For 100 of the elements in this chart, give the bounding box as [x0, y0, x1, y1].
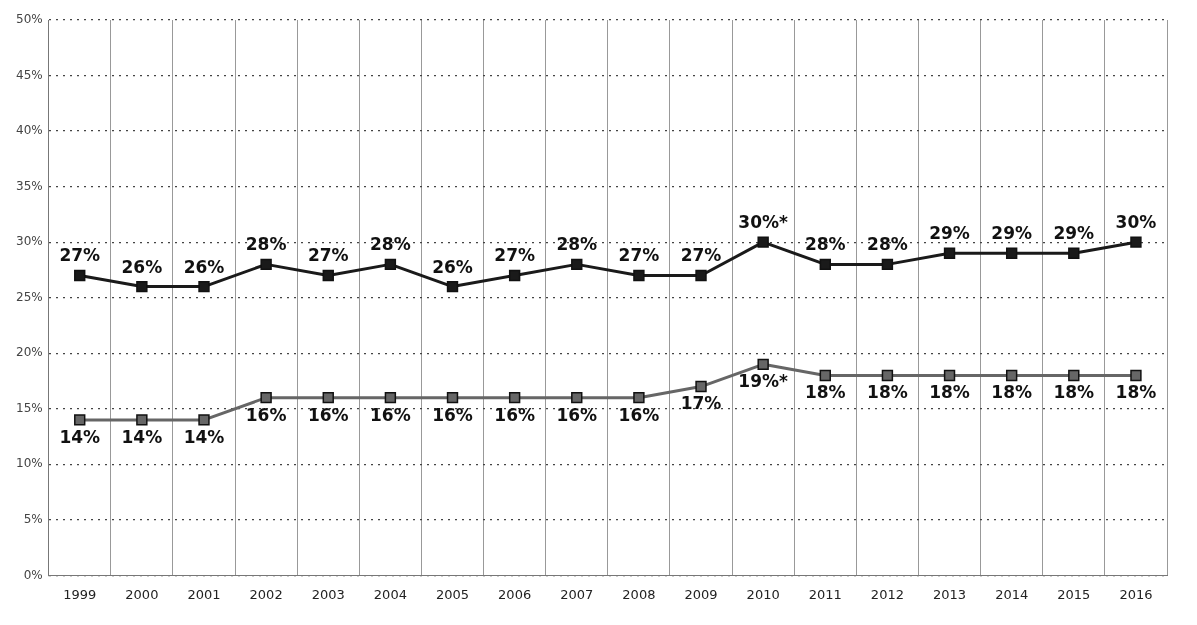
x-tick-label: 2016	[1119, 586, 1153, 602]
data-label: 16%	[556, 404, 598, 425]
point	[1068, 369, 1080, 382]
point	[1130, 369, 1142, 382]
x-tick-label: 2002	[249, 586, 283, 602]
point	[446, 391, 459, 404]
x-tick-label: 2012	[870, 586, 904, 602]
x-tick-label: 2009	[684, 586, 718, 602]
data-label: 18%	[929, 382, 970, 403]
data-label: 28%	[370, 234, 411, 255]
data-label: 14%	[183, 426, 225, 447]
point	[1005, 247, 1018, 259]
point	[198, 280, 210, 293]
point	[571, 258, 583, 271]
point	[881, 369, 894, 382]
x-tick-label: 2007	[560, 586, 594, 602]
data-label: 16%	[370, 404, 411, 425]
y-tick-label: 50%	[16, 12, 43, 27]
y-tick-label: 10%	[16, 456, 43, 471]
x-tick-label: 2010	[746, 586, 780, 602]
point	[322, 269, 334, 282]
point	[1068, 247, 1080, 259]
point	[819, 258, 831, 271]
point	[1130, 236, 1142, 248]
x-tick-label: 2004	[373, 586, 407, 602]
data-label: 16%	[432, 404, 473, 425]
point	[757, 358, 769, 371]
data-label: 18%	[804, 382, 846, 403]
x-tick-label: 1999	[63, 586, 97, 602]
data-label: 18%	[1053, 382, 1095, 403]
point	[881, 258, 894, 271]
point	[446, 280, 459, 293]
y-tick-label: 20%	[16, 345, 43, 360]
y-tick-label: 35%	[16, 178, 43, 193]
x-tick-label: 2008	[622, 586, 656, 602]
x-tick-label: 2005	[435, 586, 470, 602]
x-tick-label: 2006	[498, 586, 532, 602]
y-tick-label: 25%	[16, 289, 43, 304]
data-label: 27%	[494, 245, 535, 266]
data-label: 26%	[183, 256, 225, 277]
x-tick-label: 2011	[808, 586, 842, 602]
y-tick-label: 45%	[16, 67, 43, 82]
data-label: 14%	[121, 426, 163, 447]
point	[943, 247, 956, 259]
data-label: 28%	[245, 234, 287, 255]
data-label: 27%	[307, 245, 349, 266]
data-label: 18%	[867, 382, 908, 403]
point	[508, 391, 521, 404]
y-tick-label: 0%	[23, 567, 43, 582]
x-tick-label: 2003	[311, 586, 345, 602]
point	[633, 391, 645, 404]
x-tick-label: 2000	[125, 586, 159, 602]
x-tick-label: 2014	[995, 586, 1029, 602]
data-label: 28%	[867, 234, 908, 255]
data-label: 19%*	[738, 371, 789, 392]
point	[819, 369, 831, 382]
data-label: 16%	[618, 404, 660, 425]
point	[384, 391, 397, 404]
data-label: 27%	[680, 245, 722, 266]
data-label: 26%	[432, 256, 473, 277]
data-label: 16%	[494, 404, 535, 425]
data-label: 28%	[804, 234, 846, 255]
data-label: 26%	[121, 256, 163, 277]
point	[695, 380, 707, 393]
data-label: 30%*	[738, 212, 789, 233]
point	[1005, 369, 1018, 382]
point	[508, 269, 521, 282]
x-tick-label: 2013	[933, 586, 967, 602]
y-tick-label: 30%	[16, 234, 43, 249]
point	[74, 414, 86, 426]
data-label: 30%	[1115, 212, 1157, 233]
data-label: 14%	[59, 426, 101, 447]
x-tick-label: 2001	[187, 586, 221, 602]
point	[260, 391, 272, 404]
data-label: 29%	[991, 223, 1033, 244]
data-label: 18%	[991, 382, 1033, 403]
data-label: 16%	[245, 404, 287, 425]
data-label: 29%	[1053, 223, 1095, 244]
point	[695, 269, 707, 282]
data-label: 16%	[307, 404, 349, 425]
point	[74, 269, 86, 282]
y-tick-label: 5%	[23, 511, 43, 526]
point	[198, 414, 210, 426]
point	[943, 369, 956, 382]
point	[136, 414, 148, 426]
point	[757, 236, 769, 248]
x-tick-label: 2015	[1057, 586, 1091, 602]
data-label: 28%	[556, 234, 598, 255]
point	[633, 269, 645, 282]
data-label: 18%	[1115, 382, 1157, 403]
data-label: 27%	[618, 245, 660, 266]
point	[136, 280, 148, 293]
point	[384, 258, 397, 271]
point	[571, 391, 583, 404]
point	[260, 258, 272, 271]
y-tick-label: 40%	[16, 123, 43, 138]
data-label: 27%	[59, 245, 101, 266]
data-label: 29%	[929, 223, 970, 244]
point	[322, 391, 334, 404]
data-label: 17%	[680, 393, 722, 414]
